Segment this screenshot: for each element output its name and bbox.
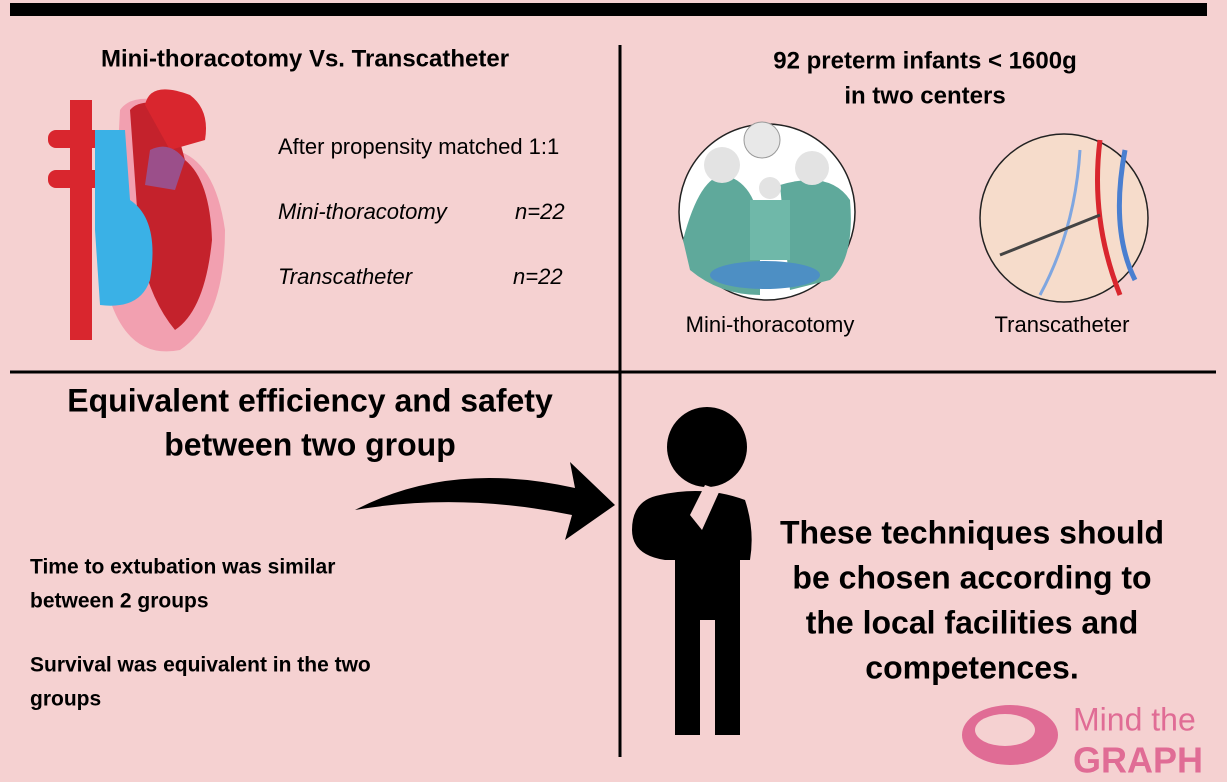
surgery-illustration [679, 122, 855, 300]
headline: between two group [164, 426, 456, 462]
logo-text: Mind the [1073, 701, 1196, 737]
group-n: n=22 [515, 199, 565, 224]
matching-text: After propensity matched 1:1 [278, 134, 559, 159]
finding: Time to extubation was similar [30, 556, 335, 579]
conclusion: be chosen according to [792, 559, 1151, 595]
top-bar [10, 3, 1207, 16]
group-name: Transcatheter [278, 264, 414, 289]
group-n: n=22 [513, 264, 563, 289]
finding: Survival was equivalent in the two [30, 654, 371, 677]
conclusion: These techniques should [780, 514, 1164, 550]
graphical-abstract: Mini-thoracotomy Vs. Transcatheter After… [0, 0, 1227, 782]
catheter-illustration [980, 134, 1148, 302]
finding: between 2 groups [30, 590, 209, 613]
section-title: Mini-thoracotomy Vs. Transcatheter [101, 45, 509, 72]
image-caption: Mini-thoracotomy [686, 312, 855, 337]
headline: Equivalent efficiency and safety [67, 382, 553, 418]
page: {"top_left": {"title": "Mini-thoracotomy… [0, 0, 1227, 782]
finding: groups [30, 688, 101, 711]
conclusion: competences. [865, 649, 1078, 685]
image-caption: Transcatheter [995, 312, 1130, 337]
group-name: Mini-thoracotomy [278, 199, 449, 224]
logo-mark [962, 705, 1058, 765]
conclusion: the local facilities and [806, 604, 1139, 640]
heart-illustration [48, 89, 225, 351]
section-title: in two centers [844, 82, 1005, 109]
section-title: 92 preterm infants < 1600g [773, 47, 1076, 74]
logo-text: GRAPH [1073, 740, 1203, 781]
